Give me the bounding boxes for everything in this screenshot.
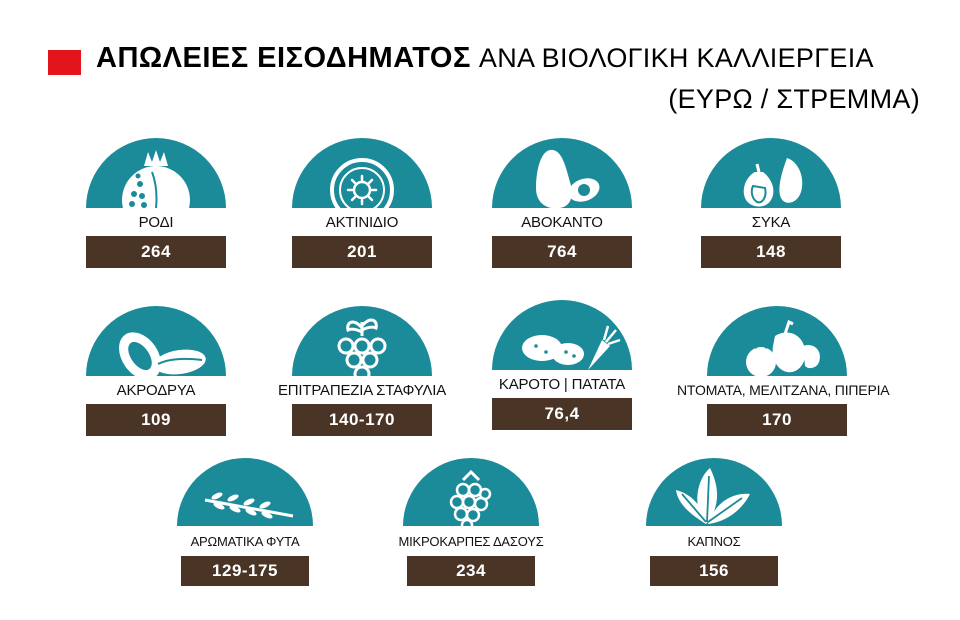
- grapes-icon: [292, 306, 432, 376]
- subtitle: (ΕΥΡΩ / ΣΤΡΕΜΜΑ): [668, 84, 920, 114]
- raspberry-icon: [403, 458, 539, 526]
- item-label: ΑΡΩΜΑΤΙΚΑ ΦΥΤΑ: [190, 534, 300, 549]
- item-value: 201: [292, 236, 432, 268]
- header: ΑΠΩΛΕΙΕΣ ΕΙΣΟΔΗΜΑΤΟΣ ΑΝΑ ΒΙΟΛΟΓΙΚΗ ΚΑΛΛΙΕ…: [0, 0, 960, 130]
- fig-icon: [701, 138, 841, 208]
- item-label: ΚΑΡΟΤΟ | ΠΑΤΑΤΑ: [498, 376, 626, 393]
- item-label: ΚΑΠΝΟΣ: [687, 534, 741, 549]
- item-label: ΡΟΔΙ: [138, 214, 174, 231]
- carrot-potato-icon: [492, 300, 632, 370]
- kiwi-icon: [292, 138, 432, 208]
- item-value: 109: [86, 404, 226, 436]
- title: ΑΠΩΛΕΙΕΣ ΕΙΣΟΔΗΜΑΤΟΣ ΑΝΑ ΒΙΟΛΟΓΙΚΗ ΚΑΛΛΙΕ…: [96, 42, 874, 75]
- item-label: ΕΠΙΤΡΑΠΕΖΙΑ ΣΤΑΦΥΛΙΑ: [277, 382, 447, 399]
- item-value: 129-175: [181, 556, 309, 586]
- item-label: ΑΒΟΚΑΝΤΟ: [521, 214, 603, 231]
- item-value: 764: [492, 236, 632, 268]
- item-label: ΝΤΟΜΑΤΑ, ΜΕΛΙΤΖΑΝΑ, ΠΙΠΕΡΙΑ: [677, 382, 890, 398]
- item-value: 76,4: [492, 398, 632, 430]
- avocado-icon: [492, 138, 632, 208]
- item-value: 234: [407, 556, 535, 586]
- item-label: ΑΚΤΙΝΙΔΙΟ: [325, 214, 399, 231]
- nuts-icon: [86, 306, 226, 376]
- item-value: 170: [707, 404, 847, 436]
- title-bold: ΑΠΩΛΕΙΕΣ ΕΙΣΟΔΗΜΑΤΟΣ: [96, 42, 471, 74]
- vegetables-icon: [707, 306, 847, 376]
- tobacco-leaf-icon: [646, 458, 782, 526]
- red-square-marker: [48, 50, 81, 75]
- herb-sprig-icon: [177, 458, 313, 526]
- item-label: ΣΥΚΑ: [751, 214, 791, 231]
- item-label: ΑΚΡΟΔΡΥΑ: [116, 382, 196, 399]
- pomegranate-icon: [86, 138, 226, 208]
- item-label: ΜΙΚΡΟΚΑΡΠΕΣ ΔΑΣΟΥΣ: [398, 534, 544, 549]
- item-value: 264: [86, 236, 226, 268]
- item-value: 156: [650, 556, 778, 586]
- title-rest: ΑΝΑ ΒΙΟΛΟΓΙΚΗ ΚΑΛΛΙΕΡΓΕΙΑ: [478, 43, 874, 73]
- item-value: 140-170: [292, 404, 432, 436]
- item-value: 148: [701, 236, 841, 268]
